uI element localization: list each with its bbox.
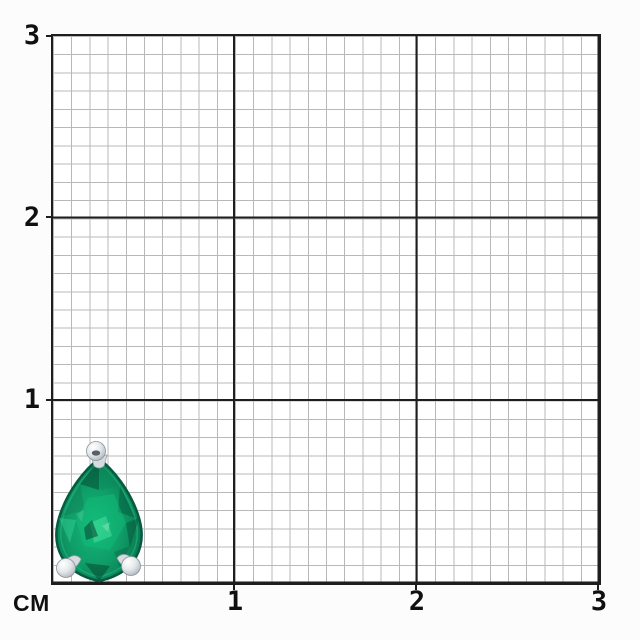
top-prong-ball-mark — [91, 450, 101, 456]
measurement-grid — [51, 34, 601, 585]
x-axis-label-1: 1 — [226, 586, 244, 617]
emerald-stud — [40, 428, 160, 588]
tick-bottom-3cm — [597, 583, 599, 590]
bottom-left-prong-ball — [56, 558, 76, 578]
tick-left-3cm — [46, 35, 53, 37]
tick-left-2cm — [46, 216, 53, 218]
tick-bottom-2cm — [415, 583, 417, 590]
y-axis-label-3: 3 — [23, 20, 41, 51]
x-axis-label-2: 2 — [408, 586, 426, 617]
y-axis-label-1: 1 — [23, 384, 41, 415]
bottom-right-prong-ball — [121, 556, 141, 576]
y-axis-label-2: 2 — [23, 202, 41, 233]
tick-bottom-1cm — [233, 583, 235, 590]
unit-label-cm: CM — [13, 590, 50, 616]
tick-left-1cm — [46, 399, 53, 401]
emerald-stud-image — [55, 441, 143, 583]
pear-emerald-gem — [55, 457, 143, 583]
x-axis-label-3: 3 — [590, 586, 608, 617]
